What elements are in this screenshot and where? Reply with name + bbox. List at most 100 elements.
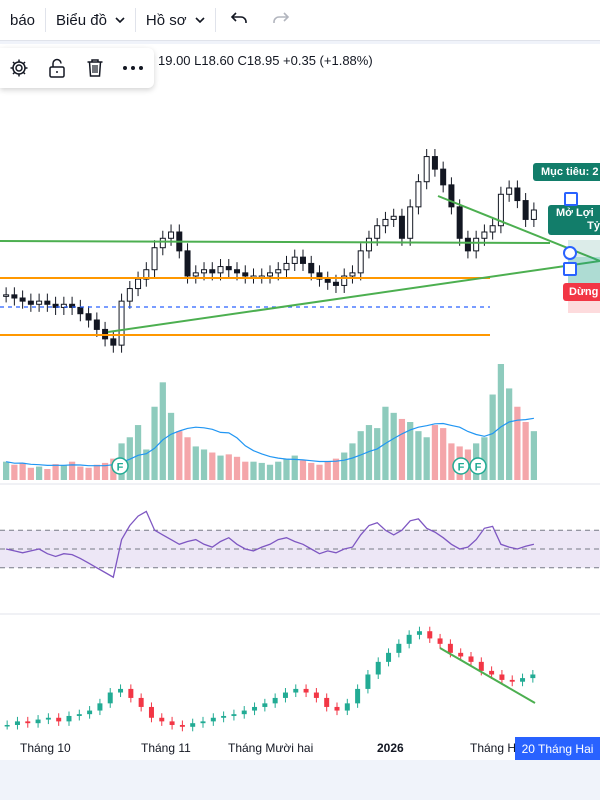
profile-menu-label: Hồ sơ	[145, 11, 187, 29]
price-candle	[267, 272, 273, 277]
price-candle	[192, 272, 199, 277]
price-candle	[407, 206, 414, 239]
price-candle	[291, 256, 298, 264]
support-trendline	[107, 260, 600, 333]
price-candle	[448, 184, 455, 208]
trash-icon[interactable]	[76, 48, 114, 88]
volume-bar	[514, 406, 521, 480]
price-candle	[324, 278, 331, 283]
lower-candle	[118, 688, 124, 693]
lower-candle	[365, 674, 371, 689]
volume-bar	[415, 431, 422, 480]
lower-candle	[210, 717, 216, 722]
price-candle	[365, 237, 372, 252]
top-toolbar: báo Biểu đồ Hồ sơ	[0, 0, 600, 41]
earnings-marker-label: F	[475, 462, 482, 474]
lower-trendline	[439, 647, 536, 704]
volume-bar	[35, 466, 43, 480]
volume-bar	[151, 406, 158, 480]
price-candle	[349, 272, 356, 277]
volume-bar	[506, 388, 513, 480]
price-candle	[514, 187, 521, 202]
lower-candle	[159, 717, 165, 722]
volume-bar	[431, 425, 439, 480]
price-candle	[390, 215, 397, 220]
price-candle	[423, 156, 430, 183]
chart-menu-label: Biểu đồ	[56, 11, 107, 29]
xaxis-label: Tháng Mười hai	[228, 741, 314, 755]
volume-bar	[316, 464, 323, 480]
position-handle-entry[interactable]	[563, 246, 577, 260]
redo-icon	[272, 11, 290, 29]
volume-ma-line	[5, 417, 534, 467]
profile-menu-button[interactable]: Hồ sơ	[136, 0, 215, 40]
volume-bar	[167, 412, 175, 480]
volume-bar	[217, 455, 224, 480]
earnings-marker	[452, 457, 470, 475]
price-candle	[225, 266, 232, 271]
lower-candle	[138, 697, 144, 707]
lower-candle	[148, 706, 154, 718]
volume-bar	[275, 461, 282, 480]
alerts-button[interactable]: báo	[0, 0, 45, 40]
gear-icon[interactable]	[0, 48, 38, 88]
lower-candle	[45, 717, 51, 720]
price-candle	[168, 231, 175, 239]
undo-button[interactable]	[216, 0, 262, 40]
volume-bar	[134, 425, 142, 480]
redo-button[interactable]	[262, 0, 300, 40]
price-candle	[3, 294, 10, 297]
volume-bar	[258, 462, 265, 480]
volume-bar	[52, 464, 59, 480]
volume-bar	[423, 437, 430, 480]
toolbar-divider	[214, 8, 216, 32]
price-candle	[110, 338, 117, 346]
volume-bar	[68, 461, 76, 480]
price-candle	[93, 319, 100, 330]
xaxis-label: 2026	[377, 741, 404, 755]
lower-candle	[76, 714, 82, 716]
position-handle-stop[interactable]	[563, 262, 577, 276]
lower-candle	[107, 692, 113, 704]
volume-bar	[77, 466, 84, 480]
lower-candle	[520, 678, 526, 682]
volume-bar	[19, 462, 26, 480]
volume-bar	[374, 428, 381, 480]
volume-bar	[530, 431, 537, 480]
price-candle	[357, 250, 364, 274]
volume-bar	[159, 382, 166, 480]
volume-bar	[291, 455, 298, 480]
lower-candle	[282, 692, 288, 698]
chart-menu-button[interactable]: Biểu đồ	[46, 0, 135, 40]
floating-drawing-toolbar	[0, 48, 154, 88]
price-candle	[60, 303, 67, 308]
price-candle	[11, 294, 18, 299]
price-candle	[440, 168, 447, 186]
lower-candle	[509, 679, 515, 682]
price-candle	[118, 300, 125, 346]
position-handle-target[interactable]	[564, 192, 578, 206]
lower-candle	[221, 715, 227, 718]
volume-bar	[398, 418, 406, 480]
volume-bar	[143, 449, 150, 480]
unlock-icon[interactable]	[38, 48, 76, 88]
more-icon[interactable]	[114, 48, 152, 88]
volume-bar	[93, 464, 100, 480]
lower-candle	[344, 703, 350, 711]
price-candle	[316, 272, 323, 280]
lower-candle	[334, 706, 340, 711]
lower-candle	[97, 703, 103, 711]
lower-candle	[231, 714, 237, 716]
lower-candle	[262, 703, 268, 707]
price-candle	[19, 297, 26, 302]
volume-bar	[85, 467, 92, 480]
lower-candle	[179, 724, 185, 727]
price-candle	[530, 209, 537, 220]
lower-candle	[241, 710, 247, 715]
price-candle	[299, 256, 306, 264]
volume-bar	[225, 454, 232, 480]
price-candle	[382, 218, 389, 227]
lower-candle	[324, 697, 330, 707]
lower-candle	[355, 688, 361, 704]
